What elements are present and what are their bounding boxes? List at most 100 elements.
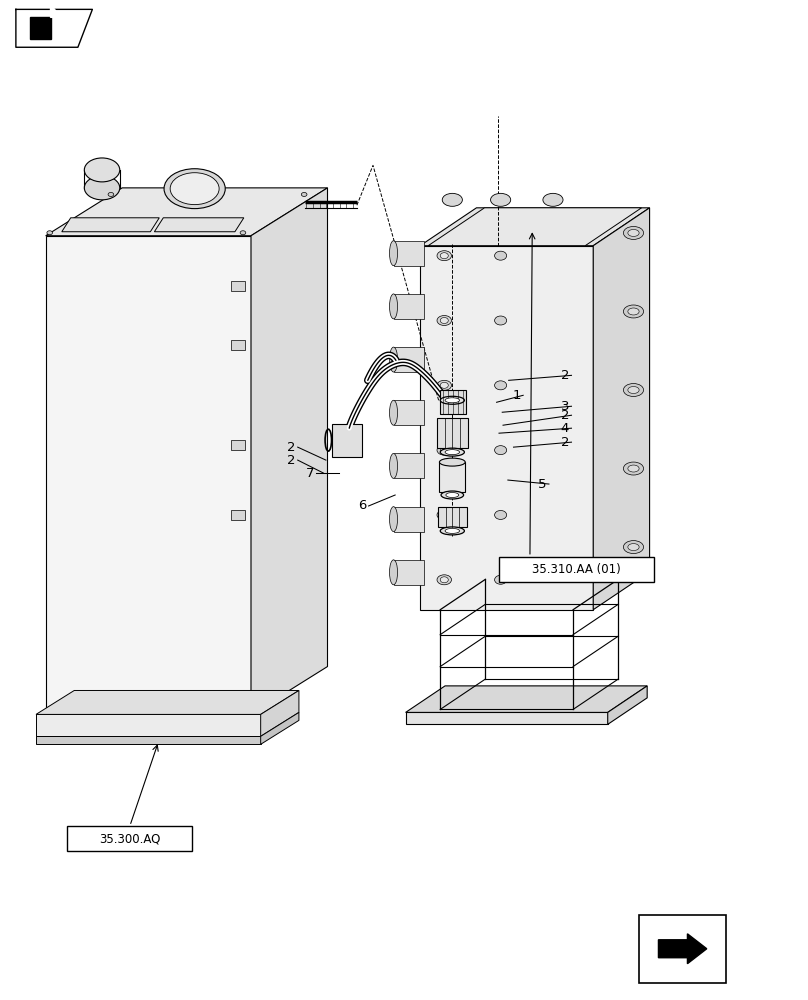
Ellipse shape xyxy=(240,231,246,235)
Text: 2: 2 xyxy=(561,436,570,449)
Ellipse shape xyxy=(437,316,452,325)
Bar xyxy=(393,347,424,372)
Ellipse shape xyxy=(389,241,398,266)
Polygon shape xyxy=(36,714,261,736)
Ellipse shape xyxy=(494,446,507,455)
Polygon shape xyxy=(51,4,61,17)
Polygon shape xyxy=(31,17,51,39)
Polygon shape xyxy=(36,736,261,744)
Polygon shape xyxy=(406,712,608,724)
Polygon shape xyxy=(61,218,159,232)
Ellipse shape xyxy=(84,158,120,182)
Ellipse shape xyxy=(490,193,511,206)
Polygon shape xyxy=(251,188,327,714)
Ellipse shape xyxy=(624,462,643,475)
Ellipse shape xyxy=(440,458,465,466)
Ellipse shape xyxy=(494,251,507,260)
Text: 3: 3 xyxy=(561,400,570,413)
Ellipse shape xyxy=(440,382,448,388)
Text: 2: 2 xyxy=(561,409,570,422)
Ellipse shape xyxy=(628,387,639,393)
Bar xyxy=(231,440,246,450)
Ellipse shape xyxy=(389,294,398,319)
Bar xyxy=(231,281,246,291)
Bar xyxy=(393,560,424,585)
Bar xyxy=(393,241,424,266)
Text: 35.310.AA (01): 35.310.AA (01) xyxy=(532,563,621,576)
Polygon shape xyxy=(16,9,92,47)
Text: 7: 7 xyxy=(305,467,314,480)
Polygon shape xyxy=(437,418,468,448)
Ellipse shape xyxy=(437,445,452,455)
Bar xyxy=(393,400,424,425)
Ellipse shape xyxy=(494,510,507,519)
Polygon shape xyxy=(36,690,299,714)
Ellipse shape xyxy=(440,396,465,404)
Ellipse shape xyxy=(440,448,465,456)
Polygon shape xyxy=(406,686,647,712)
Text: 2: 2 xyxy=(287,454,296,467)
Polygon shape xyxy=(593,208,650,610)
Bar xyxy=(438,507,467,527)
Ellipse shape xyxy=(624,541,643,554)
Ellipse shape xyxy=(445,398,460,403)
Bar xyxy=(231,340,246,350)
Ellipse shape xyxy=(543,193,563,206)
Ellipse shape xyxy=(108,192,114,196)
Bar xyxy=(639,915,726,983)
Ellipse shape xyxy=(389,560,398,585)
Ellipse shape xyxy=(301,192,307,196)
Ellipse shape xyxy=(442,193,462,206)
Ellipse shape xyxy=(440,512,448,518)
Polygon shape xyxy=(659,934,707,964)
Ellipse shape xyxy=(494,575,507,584)
Ellipse shape xyxy=(445,450,460,455)
Ellipse shape xyxy=(389,400,398,425)
Ellipse shape xyxy=(624,305,643,318)
Ellipse shape xyxy=(628,308,639,315)
Ellipse shape xyxy=(440,253,448,259)
Ellipse shape xyxy=(389,453,398,478)
Bar xyxy=(393,294,424,319)
Ellipse shape xyxy=(437,380,452,390)
Polygon shape xyxy=(46,188,327,236)
Ellipse shape xyxy=(494,381,507,390)
Bar xyxy=(393,453,424,478)
Bar xyxy=(393,507,424,532)
Ellipse shape xyxy=(494,316,507,325)
Text: 4: 4 xyxy=(561,422,569,435)
Text: 5: 5 xyxy=(538,478,547,491)
Ellipse shape xyxy=(437,575,452,585)
Ellipse shape xyxy=(389,347,398,372)
Ellipse shape xyxy=(441,491,464,499)
Ellipse shape xyxy=(440,318,448,323)
Polygon shape xyxy=(440,390,466,414)
Polygon shape xyxy=(420,208,650,246)
Polygon shape xyxy=(46,236,251,714)
Bar xyxy=(67,826,192,851)
Text: 2: 2 xyxy=(287,441,296,454)
Ellipse shape xyxy=(446,493,459,498)
Ellipse shape xyxy=(389,507,398,532)
Ellipse shape xyxy=(440,447,448,453)
Text: 35.300.AQ: 35.300.AQ xyxy=(99,832,161,845)
Text: 1: 1 xyxy=(512,389,521,402)
Ellipse shape xyxy=(47,231,53,235)
Polygon shape xyxy=(331,424,362,457)
Polygon shape xyxy=(420,246,593,610)
Ellipse shape xyxy=(440,577,448,583)
Ellipse shape xyxy=(628,229,639,236)
Ellipse shape xyxy=(170,173,219,205)
Ellipse shape xyxy=(628,544,639,551)
Ellipse shape xyxy=(624,226,643,239)
Bar xyxy=(231,510,246,520)
Polygon shape xyxy=(261,690,299,736)
Bar xyxy=(499,557,654,582)
Bar xyxy=(440,462,465,492)
Ellipse shape xyxy=(440,527,465,535)
Polygon shape xyxy=(154,218,244,232)
Ellipse shape xyxy=(164,169,225,209)
Ellipse shape xyxy=(624,384,643,396)
Ellipse shape xyxy=(628,465,639,472)
Text: 2: 2 xyxy=(561,369,570,382)
